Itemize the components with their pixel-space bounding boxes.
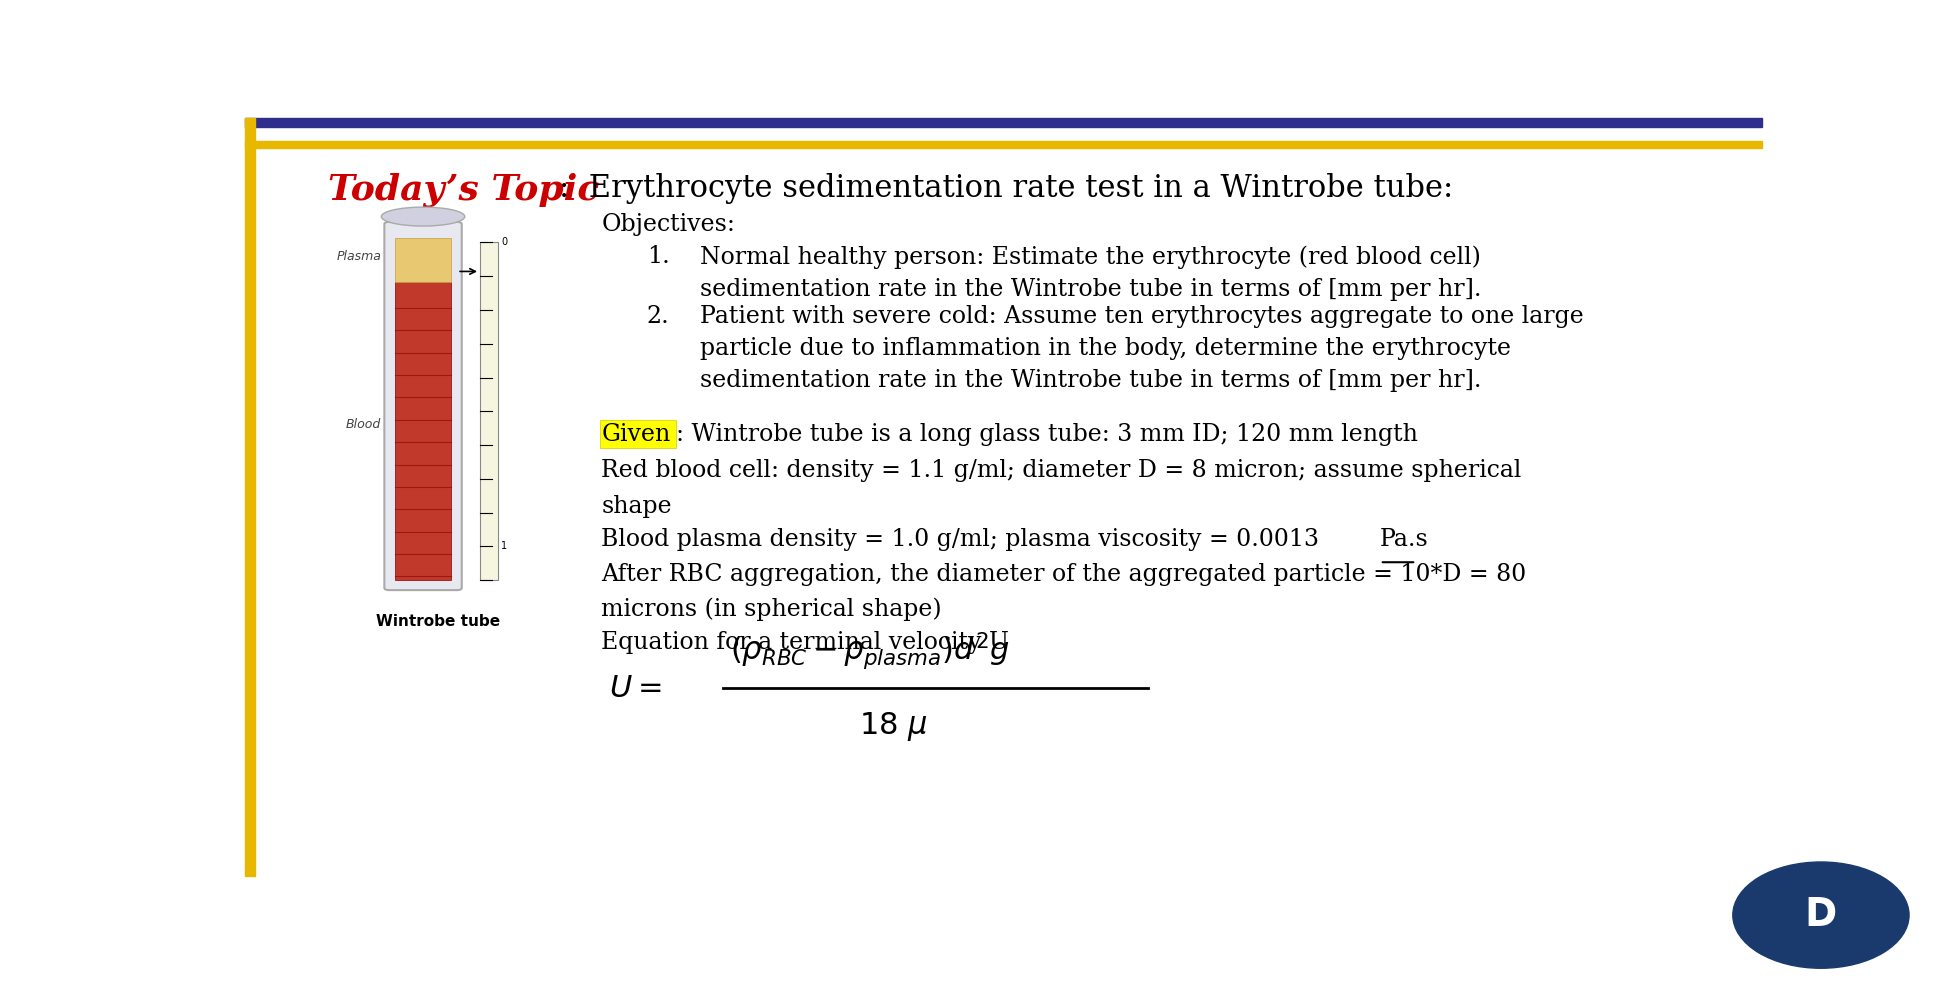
- Text: Equation for a terminal velocity U: Equation for a terminal velocity U: [601, 631, 1008, 654]
- Text: 0: 0: [501, 237, 507, 247]
- Text: Pa.s: Pa.s: [1380, 528, 1429, 551]
- Text: Blood: Blood: [346, 417, 382, 431]
- Text: 1.: 1.: [646, 245, 669, 269]
- Circle shape: [1732, 862, 1908, 968]
- FancyBboxPatch shape: [384, 221, 462, 590]
- Text: : Wintrobe tube is a long glass tube: 3 mm ID; 120 mm length: : Wintrobe tube is a long glass tube: 3 …: [675, 423, 1417, 446]
- Text: :  Erythrocyte sedimentation rate test in a Wintrobe tube:: : Erythrocyte sedimentation rate test in…: [558, 172, 1452, 204]
- Text: 1: 1: [501, 541, 507, 551]
- Text: microns (in spherical shape): microns (in spherical shape): [601, 597, 941, 621]
- Text: Red blood cell: density = 1.1 g/ml; diameter D = 8 micron; assume spherical: Red blood cell: density = 1.1 g/ml; diam…: [601, 459, 1521, 482]
- Text: Normal healthy person: Estimate the erythrocyte (red blood cell)
sedimentation r: Normal healthy person: Estimate the eryt…: [701, 245, 1481, 301]
- Bar: [245, 141, 1761, 149]
- Text: After RBC aggregation, the diameter of the aggregated particle = 10*D = 80: After RBC aggregation, the diameter of t…: [601, 563, 1526, 585]
- Text: Wintrobe tube: Wintrobe tube: [376, 614, 501, 630]
- Text: Blood plasma density = 1.0 g/ml; plasma viscosity = 0.0013: Blood plasma density = 1.0 g/ml; plasma …: [601, 528, 1327, 551]
- Bar: [479, 242, 497, 581]
- Text: $18\ \mu$: $18\ \mu$: [859, 709, 928, 743]
- Text: 2.: 2.: [646, 305, 669, 329]
- Bar: [395, 238, 450, 282]
- FancyBboxPatch shape: [599, 420, 675, 448]
- Text: Objectives:: Objectives:: [601, 213, 734, 236]
- Bar: [245, 118, 1761, 127]
- Text: Plasma: Plasma: [337, 250, 382, 264]
- Text: Today’s Topic: Today’s Topic: [329, 172, 599, 208]
- Bar: [245, 118, 254, 876]
- Text: $U = $: $U = $: [609, 673, 661, 704]
- Text: Patient with severe cold: Assume ten erythrocytes aggregate to one large
particl: Patient with severe cold: Assume ten ery…: [701, 305, 1583, 393]
- Bar: [395, 282, 450, 581]
- Ellipse shape: [382, 207, 464, 226]
- Text: shape: shape: [601, 495, 671, 519]
- Text: D: D: [1804, 896, 1836, 934]
- Text: $(\rho_{RBC} - \rho_{plasma})d^2g$: $(\rho_{RBC} - \rho_{plasma})d^2g$: [730, 631, 1010, 672]
- Text: Given: Given: [601, 423, 669, 446]
